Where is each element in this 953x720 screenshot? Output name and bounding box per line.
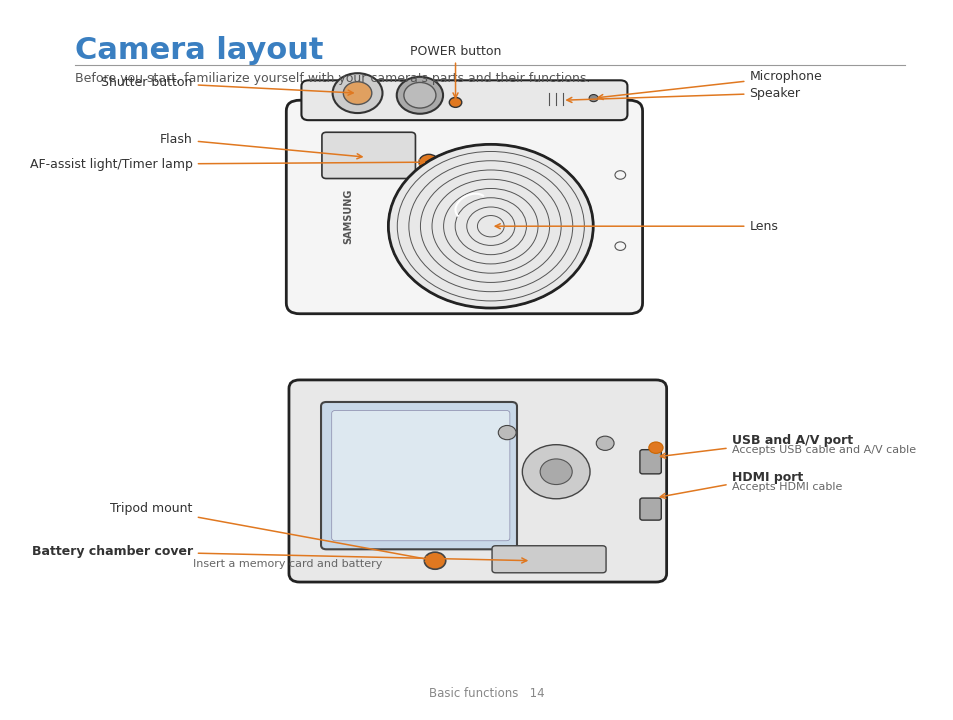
Circle shape bbox=[497, 426, 516, 440]
Text: Basic functions   14: Basic functions 14 bbox=[429, 687, 544, 700]
Text: Accepts USB cable and A/V cable: Accepts USB cable and A/V cable bbox=[731, 444, 915, 454]
Text: Insert a memory card and battery: Insert a memory card and battery bbox=[193, 559, 382, 570]
Circle shape bbox=[403, 83, 436, 108]
Text: Camera layout: Camera layout bbox=[75, 36, 323, 66]
FancyBboxPatch shape bbox=[639, 498, 660, 520]
Text: Before you start, familiarize yourself with your camera's parts and their functi: Before you start, familiarize yourself w… bbox=[75, 72, 590, 85]
Circle shape bbox=[333, 73, 382, 113]
FancyBboxPatch shape bbox=[321, 132, 415, 179]
Text: HDMI port: HDMI port bbox=[659, 471, 802, 498]
FancyBboxPatch shape bbox=[321, 402, 517, 549]
FancyBboxPatch shape bbox=[286, 100, 642, 314]
Circle shape bbox=[418, 154, 438, 170]
Text: Tripod mount: Tripod mount bbox=[111, 503, 430, 562]
Circle shape bbox=[424, 552, 445, 570]
Text: Speaker: Speaker bbox=[566, 86, 800, 102]
Text: USB and A/V port: USB and A/V port bbox=[659, 433, 852, 458]
Text: Shutter button: Shutter button bbox=[101, 76, 353, 95]
Text: POWER button: POWER button bbox=[410, 45, 500, 98]
Circle shape bbox=[388, 145, 593, 308]
Text: Microphone: Microphone bbox=[598, 71, 821, 99]
FancyBboxPatch shape bbox=[289, 380, 666, 582]
Text: SAMSUNG: SAMSUNG bbox=[343, 189, 354, 244]
FancyBboxPatch shape bbox=[639, 450, 660, 474]
Circle shape bbox=[449, 97, 461, 107]
FancyBboxPatch shape bbox=[301, 81, 627, 120]
Circle shape bbox=[539, 459, 572, 485]
FancyBboxPatch shape bbox=[492, 546, 605, 573]
Circle shape bbox=[596, 436, 614, 451]
Text: Accepts HDMI cable: Accepts HDMI cable bbox=[731, 482, 841, 492]
Circle shape bbox=[648, 442, 662, 454]
Text: Lens: Lens bbox=[495, 220, 778, 233]
Circle shape bbox=[589, 94, 598, 102]
FancyBboxPatch shape bbox=[332, 410, 509, 541]
Circle shape bbox=[396, 77, 442, 114]
Text: Battery chamber cover: Battery chamber cover bbox=[31, 545, 526, 563]
Circle shape bbox=[343, 82, 372, 104]
Text: AF-assist light/Timer lamp: AF-assist light/Timer lamp bbox=[30, 158, 424, 171]
Circle shape bbox=[522, 445, 589, 499]
Text: Flash: Flash bbox=[160, 133, 361, 159]
